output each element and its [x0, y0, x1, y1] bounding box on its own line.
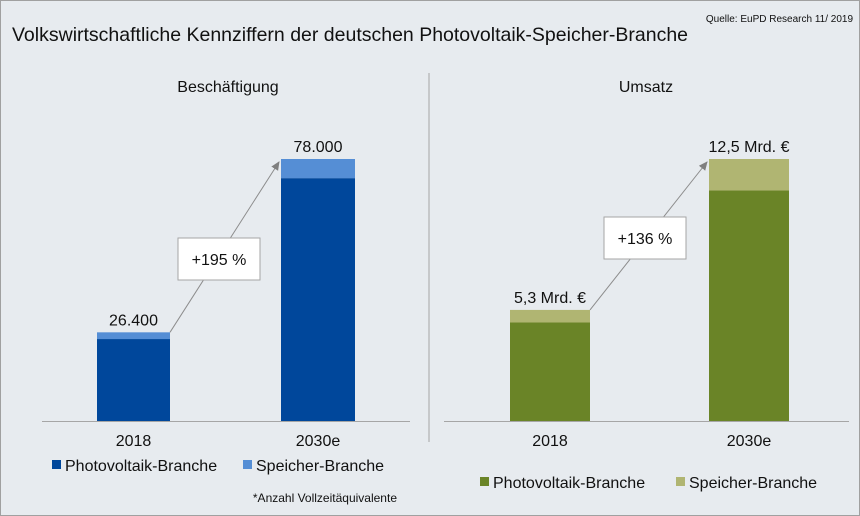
source-note: Quelle: EuPD Research 11/ 2019: [706, 14, 854, 25]
bar-speicher-2030e: [281, 159, 355, 179]
x-tick-label: 2018: [532, 433, 568, 450]
legend-label: Photovoltaik-Branche: [493, 475, 645, 492]
panel-title: Umsatz: [619, 79, 673, 96]
total-label: 78.000: [294, 139, 343, 156]
total-label: 12,5 Mrd. €: [709, 139, 790, 156]
bar-speicher-2030e: [709, 159, 789, 191]
bar-photovoltaik-2030e: [709, 190, 789, 421]
main-title: Volkswirtschaftliche Kennziffern der deu…: [12, 24, 688, 46]
footnote: *Anzahl Vollzeitäquivalente: [253, 491, 397, 505]
bar-photovoltaik-2018: [510, 322, 590, 421]
x-tick-label: 2030e: [296, 433, 341, 450]
x-tick-label: 2018: [116, 433, 152, 450]
bar-photovoltaik-2030e: [281, 178, 355, 421]
total-label: 5,3 Mrd. €: [514, 290, 586, 307]
bar-speicher-2018: [510, 309, 590, 323]
legend-swatch-speicher: [243, 460, 252, 469]
legend-swatch-photovoltaik: [480, 477, 489, 486]
legend-swatch-speicher: [676, 477, 685, 486]
x-tick-label: 2030e: [727, 433, 772, 450]
total-label: 26.400: [109, 312, 158, 329]
growth-box: [603, 216, 687, 260]
panel-title: Beschäftigung: [177, 79, 278, 96]
bar-photovoltaik-2018: [97, 339, 170, 421]
legend-label: Speicher-Branche: [256, 458, 384, 475]
legend-label: Speicher-Branche: [689, 475, 817, 492]
growth-label: +195 %: [192, 252, 247, 269]
growth-box: [177, 237, 261, 281]
bar-speicher-2018: [97, 332, 170, 340]
legend-swatch-photovoltaik: [52, 460, 61, 469]
legend-label: Photovoltaik-Branche: [65, 458, 217, 475]
growth-label: +136 %: [618, 231, 673, 248]
